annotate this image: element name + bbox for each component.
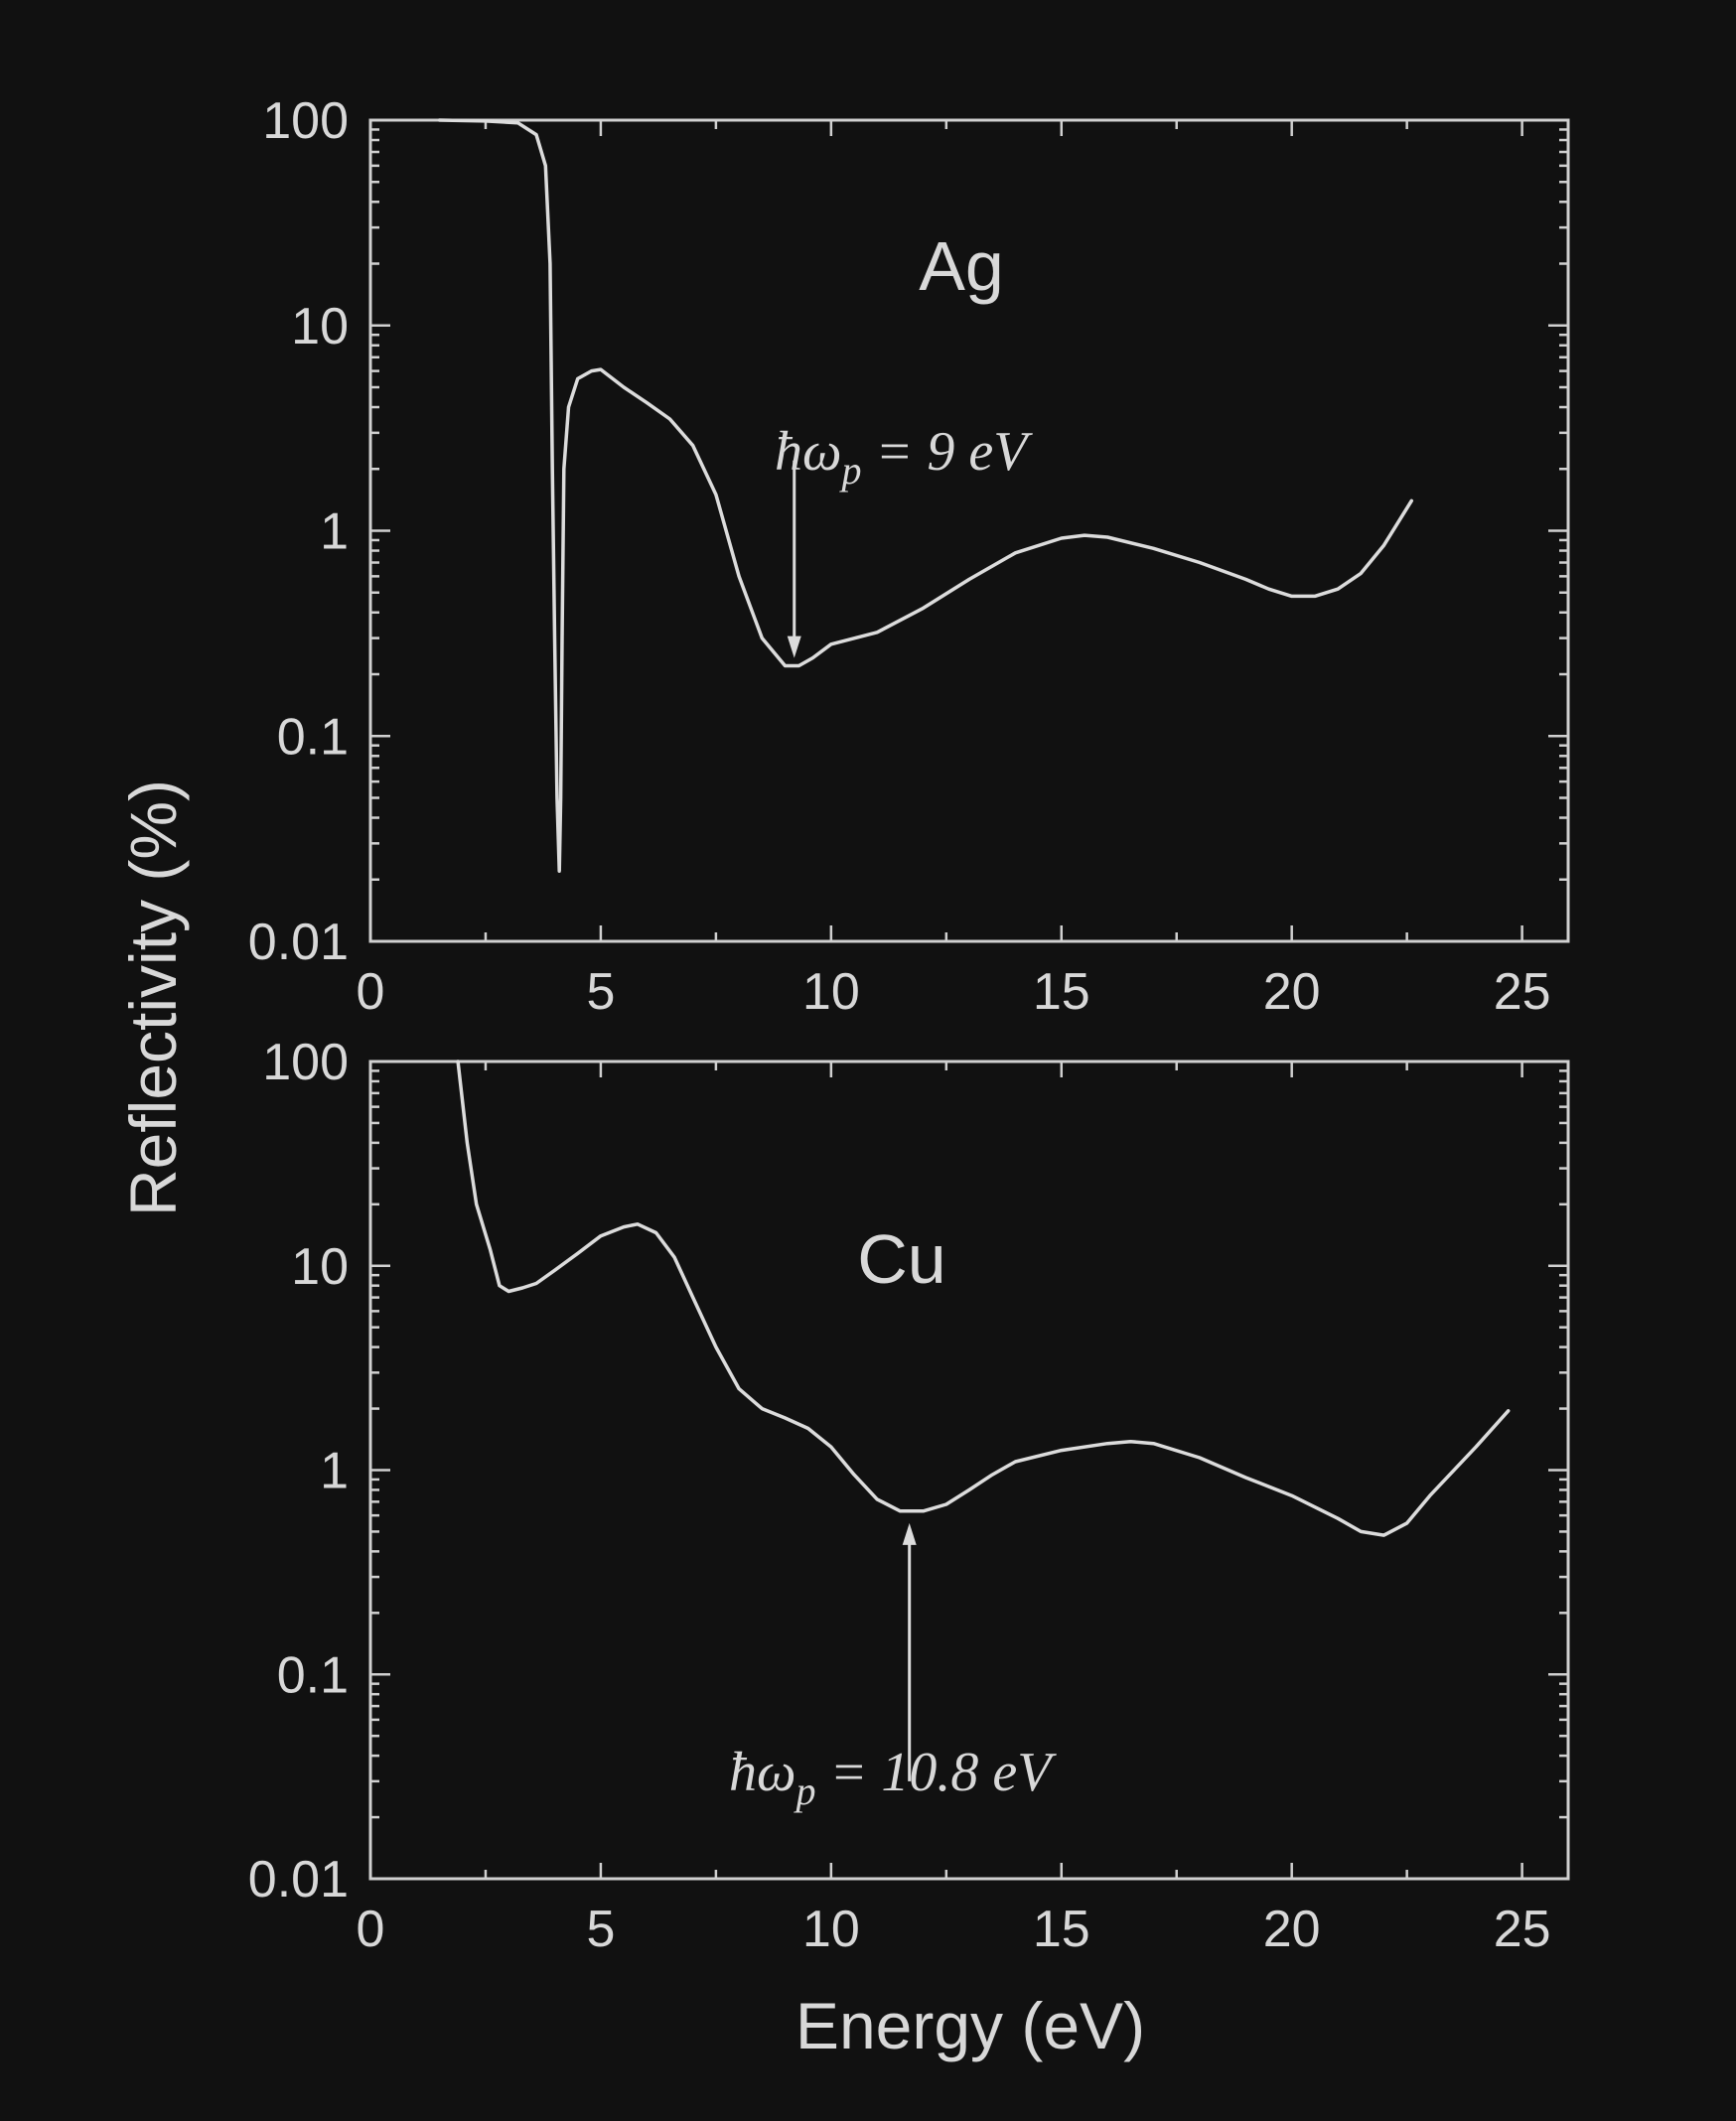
ag-y-tick-label: 1 — [320, 503, 349, 561]
ag-x-tick-label: 20 — [1263, 963, 1321, 1021]
ag-x-tick-label: 25 — [1494, 963, 1551, 1021]
ag-x-tick-label: 10 — [802, 963, 860, 1021]
ag-plasma-label: ħωp = 9 eV — [775, 421, 1033, 493]
cu-y-tick-label: 0.01 — [248, 1851, 349, 1909]
ag-tick-marks — [368, 120, 1568, 943]
cu-x-tick-label: 10 — [802, 1901, 860, 1958]
ag-y-tick-labels: 0.01 0.1 1 10 100 — [248, 92, 349, 971]
cu-plasma-label: ħωp = 10.8 eV — [729, 1742, 1057, 1813]
cu-x-tick-label: 0 — [357, 1901, 385, 1958]
ag-plasma-label-rest: = 9 eV — [862, 421, 1034, 483]
cu-plasma-label-rest: = 10.8 eV — [816, 1742, 1058, 1803]
cu-plasma-annotation: ħωp = 10.8 eV — [729, 1522, 1057, 1813]
cu-y-tick-label: 0.1 — [277, 1646, 349, 1704]
cu-tick-marks — [368, 1061, 1568, 1881]
y-axis-title: Reflectivity (%) — [116, 779, 190, 1216]
cu-x-tick-label: 5 — [586, 1901, 615, 1958]
cu-y-tick-label: 10 — [291, 1238, 349, 1296]
cu-plasma-arrowhead — [902, 1522, 917, 1545]
cu-y-tick-label: 100 — [262, 1034, 349, 1091]
ag-x-tick-label: 15 — [1033, 963, 1090, 1021]
ag-panel: 0.01 0.1 1 10 100 0 5 10 15 20 25 Ag ħωp = 9 eV — [248, 92, 1570, 1021]
ag-reflectivity-curve — [437, 118, 1414, 873]
cu-panel-label: Cu — [857, 1220, 945, 1298]
x-axis-title: Energy (eV) — [796, 1989, 1145, 2062]
ag-y-tick-label: 10 — [291, 298, 349, 355]
ag-plasma-annotation: ħωp = 9 eV — [775, 421, 1033, 658]
cu-panel: 0.01 0.1 1 10 100 0 5 10 15 20 25 Cu ħωp = 10.8 e… — [248, 1034, 1570, 1958]
ag-x-tick-label: 0 — [357, 963, 385, 1021]
cu-plasma-label-main: ħω — [729, 1742, 796, 1803]
ag-plasma-label-sub: p — [839, 448, 862, 493]
cu-x-tick-labels: 0 5 10 15 20 25 — [357, 1901, 1551, 1958]
cu-y-tick-labels: 0.01 0.1 1 10 100 — [248, 1034, 349, 1909]
ag-y-tick-label: 0.01 — [248, 914, 349, 971]
ag-y-tick-label: 0.1 — [277, 708, 349, 766]
ag-x-tick-labels: 0 5 10 15 20 25 — [357, 963, 1551, 1021]
cu-plasma-label-sub: p — [794, 1768, 816, 1813]
cu-reflectivity-curve — [456, 1060, 1511, 1537]
ag-plasma-arrowhead — [787, 636, 801, 658]
cu-x-tick-label: 25 — [1494, 1901, 1551, 1958]
cu-y-tick-label: 1 — [320, 1443, 349, 1500]
ag-plasma-label-main: ħω — [775, 421, 842, 483]
ag-y-tick-label: 100 — [262, 92, 349, 150]
cu-x-tick-label: 15 — [1033, 1901, 1090, 1958]
cu-x-tick-label: 20 — [1263, 1901, 1321, 1958]
ag-x-tick-label: 5 — [586, 963, 615, 1021]
ag-panel-label: Ag — [919, 227, 1004, 305]
